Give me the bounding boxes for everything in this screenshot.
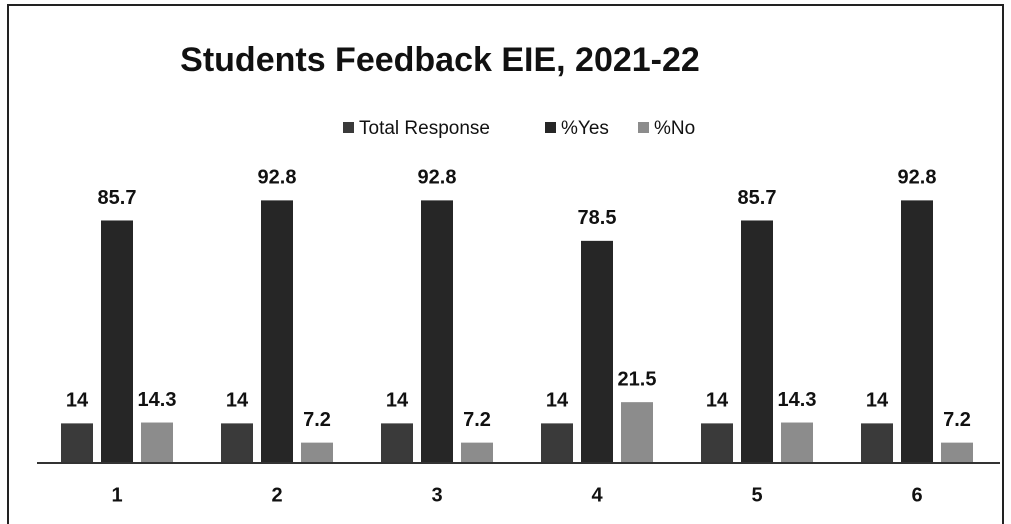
bar [221, 423, 253, 463]
x-tick-label: 5 [751, 484, 762, 506]
chart-title: Students Feedback EIE, 2021-22 [180, 41, 700, 79]
bar [941, 442, 973, 463]
data-label: 92.8 [418, 167, 457, 189]
bar [141, 422, 173, 463]
legend-swatch [545, 122, 556, 133]
x-tick-label: 6 [911, 484, 922, 506]
x-tick-label: 3 [431, 484, 442, 506]
bar [61, 423, 93, 463]
data-label: 85.7 [738, 187, 777, 209]
legend-swatch [343, 122, 354, 133]
x-tick-label: 1 [111, 484, 122, 506]
legend-label: %Yes [561, 118, 609, 139]
bar [541, 423, 573, 463]
bar [861, 423, 893, 463]
legend-label: Total Response [359, 118, 490, 139]
bar [781, 422, 813, 463]
bar [301, 442, 333, 463]
legend-label: %No [654, 118, 695, 139]
bar [741, 220, 773, 463]
data-label: 14 [546, 390, 569, 412]
bar [901, 200, 933, 463]
chart-frame [7, 4, 1004, 524]
data-label: 21.5 [618, 368, 657, 390]
bar [621, 402, 653, 463]
legend-swatch [638, 122, 649, 133]
bar [261, 200, 293, 463]
data-label: 14.3 [778, 389, 817, 411]
x-tick-label: 2 [271, 484, 282, 506]
x-tick-label: 4 [591, 484, 603, 506]
data-label: 14 [66, 390, 89, 412]
bar [581, 240, 613, 463]
bar [701, 423, 733, 463]
bar [421, 200, 453, 463]
bar [461, 442, 493, 463]
data-label: 78.5 [578, 207, 617, 229]
bar [101, 220, 133, 463]
data-label: 7.2 [463, 409, 491, 431]
data-label: 7.2 [943, 409, 971, 431]
data-label: 14.3 [138, 389, 177, 411]
data-label: 14 [706, 390, 729, 412]
data-label: 92.8 [258, 167, 297, 189]
data-label: 92.8 [898, 167, 937, 189]
data-label: 14 [866, 390, 889, 412]
data-label: 14 [226, 390, 249, 412]
data-label: 14 [386, 390, 409, 412]
bar [381, 423, 413, 463]
data-label: 85.7 [98, 187, 137, 209]
data-label: 7.2 [303, 409, 331, 431]
